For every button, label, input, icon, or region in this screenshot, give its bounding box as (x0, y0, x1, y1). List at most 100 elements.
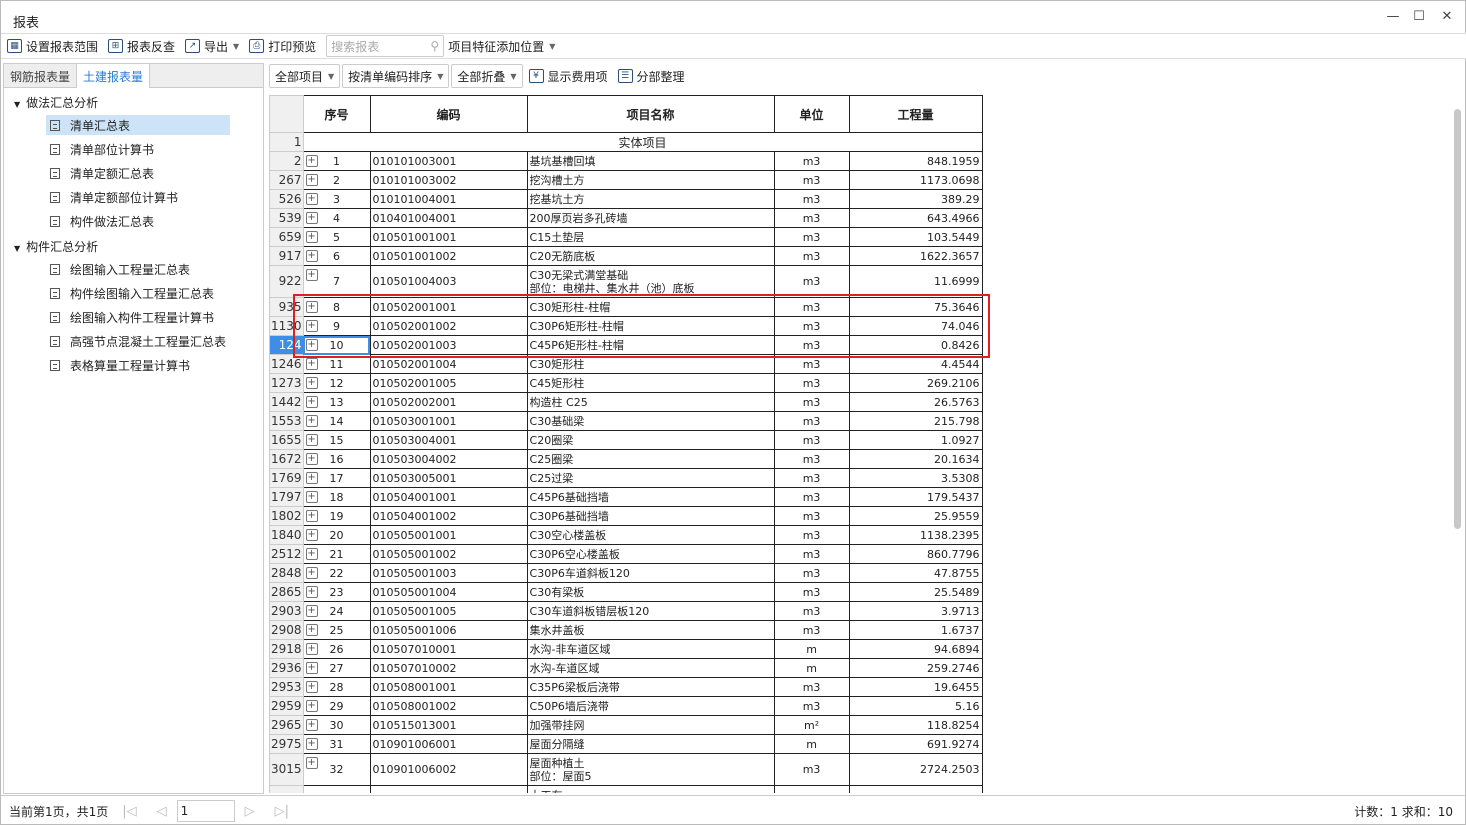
expand-plus-icon[interactable]: + (305, 250, 318, 262)
quantity-cell[interactable]: 1173.0698 (848, 170, 983, 190)
name-cell[interactable]: C30P6空心楼盖板 (526, 544, 775, 564)
code-cell[interactable]: 010901006001 (369, 734, 528, 754)
unit-cell[interactable]: m3 (773, 525, 850, 545)
expand-plus-icon[interactable]: + (305, 719, 318, 731)
table-row[interactable]: 2512 +21 010505001002 C30P6空心楼盖板 m3 860.… (269, 544, 983, 564)
tree-group[interactable]: ▼ 构件汇总分析 (14, 238, 98, 255)
scrollbar-thumb[interactable] (1454, 109, 1461, 529)
unit-cell[interactable]: m3 (773, 468, 850, 488)
expand-plus-icon[interactable]: + (305, 320, 318, 332)
code-cell[interactable]: 010508001001 (369, 677, 528, 697)
name-cell[interactable]: C20圈梁 (526, 430, 775, 450)
collapse-dropdown[interactable]: 全部折叠 ▼ (451, 64, 523, 88)
expand-plus-icon[interactable]: + (305, 491, 318, 503)
header-unit[interactable]: 单位 (773, 95, 850, 133)
name-cell[interactable]: C45矩形柱 (526, 373, 775, 393)
quantity-cell[interactable]: 47.8755 (848, 563, 983, 583)
tree-item[interactable]: 清单定额部位计算书 (46, 187, 230, 207)
name-cell[interactable]: C35P6梁板后浇带 (526, 677, 775, 697)
name-cell[interactable]: C30P6车道斜板120 (526, 563, 775, 583)
expand-plus-icon[interactable]: + (305, 700, 318, 712)
name-cell[interactable]: 集水井盖板 (526, 620, 775, 640)
table-row[interactable]: 526 +3 010101004001 挖基坑土方 m3 389.29 (269, 189, 983, 209)
name-cell[interactable]: 土工布 (526, 785, 775, 793)
table-row[interactable]: 267 +2 010101003002 挖沟槽土方 m3 1173.0698 (269, 170, 983, 190)
code-cell[interactable]: 010501001002 (369, 246, 528, 266)
name-cell[interactable]: C30有梁板 (526, 582, 775, 602)
name-cell[interactable]: C15土垫层 (526, 227, 775, 247)
name-cell[interactable]: C45P6基础挡墙 (526, 487, 775, 507)
seq-cell[interactable]: +15 (302, 430, 371, 450)
table-row[interactable]: 539 +4 010401004001 200厚页岩多孔砖墙 m3 643.49… (269, 208, 983, 228)
header-name[interactable]: 项目名称 (526, 95, 775, 133)
table-row[interactable]: 土工布 (269, 785, 983, 793)
minimize-icon[interactable]: — (1386, 9, 1400, 24)
section-row[interactable]: 1 实体项目 (269, 132, 983, 152)
quantity-cell[interactable]: 25.5489 (848, 582, 983, 602)
quantity-cell[interactable]: 691.9274 (848, 734, 983, 754)
expand-plus-icon[interactable]: + (305, 231, 318, 243)
table-row[interactable]: 917 +6 010501001002 C20无筋底板 m3 1622.3657 (269, 246, 983, 266)
unit-cell[interactable]: m3 (773, 753, 850, 786)
table-row[interactable]: 2 +1 010101003001 基坑基槽回填 m3 848.1959 (269, 151, 983, 171)
unit-cell[interactable]: m3 (773, 208, 850, 228)
seq-cell[interactable]: +26 (302, 639, 371, 659)
seq-cell[interactable]: +29 (302, 696, 371, 716)
seq-cell[interactable]: +13 (302, 392, 371, 412)
unit-cell[interactable]: m3 (773, 151, 850, 171)
code-cell[interactable]: 010502001003 (369, 335, 528, 355)
seq-cell[interactable]: +2 (302, 170, 371, 190)
expand-plus-icon[interactable]: + (305, 757, 318, 769)
expand-plus-icon[interactable]: + (305, 434, 318, 446)
unit-cell[interactable]: m3 (773, 170, 850, 190)
expand-plus-icon[interactable]: + (305, 301, 318, 313)
name-cell[interactable]: 加强带挂网 (526, 715, 775, 735)
code-cell[interactable]: 010501001001 (369, 227, 528, 247)
close-icon[interactable]: ✕ (1441, 9, 1453, 24)
unit-cell[interactable]: m² (773, 715, 850, 735)
seq-cell[interactable]: +5 (302, 227, 371, 247)
code-cell[interactable]: 010101003001 (369, 151, 528, 171)
unit-cell[interactable]: m3 (773, 449, 850, 469)
vertical-scrollbar[interactable] (1451, 95, 1465, 793)
prev-page-icon[interactable]: ◁ (156, 803, 167, 819)
expand-arrow-icon[interactable]: ▼ (14, 100, 21, 109)
quantity-cell[interactable]: 269.2106 (848, 373, 983, 393)
table-row[interactable]: 1655 +15 010503004001 C20圈梁 m3 1.0927 (269, 430, 983, 450)
name-cell[interactable]: 基坑基槽回填 (526, 151, 775, 171)
all-items-dropdown[interactable]: 全部项目 ▼ (269, 64, 341, 88)
expand-plus-icon[interactable]: + (305, 358, 318, 370)
seq-cell[interactable]: +19 (302, 506, 371, 526)
code-cell[interactable]: 010502001001 (369, 297, 528, 317)
reorganize-button[interactable]: ☰ 分部整理 (617, 68, 685, 85)
name-cell[interactable]: 水沟-车道区域 (526, 658, 775, 678)
expand-plus-icon[interactable]: + (305, 681, 318, 693)
name-cell[interactable]: 屋面种植土 部位：屋面5 (526, 753, 775, 786)
code-cell[interactable]: 010503005001 (369, 468, 528, 488)
code-cell[interactable]: 010515013001 (369, 715, 528, 735)
tab-rebar-report[interactable]: 钢筋报表量 (4, 64, 78, 87)
code-cell[interactable]: 010502001005 (369, 373, 528, 393)
code-cell[interactable]: 010101004001 (369, 189, 528, 209)
expand-plus-icon[interactable]: + (305, 548, 318, 560)
unit-cell[interactable]: m3 (773, 265, 850, 298)
expand-plus-icon[interactable]: + (305, 339, 318, 351)
table-row[interactable]: 2936 +27 010507010002 水沟-车道区域 m 259.2746 (269, 658, 983, 678)
name-cell[interactable]: 200厚页岩多孔砖墙 (526, 208, 775, 228)
code-cell[interactable]: 010503004002 (369, 449, 528, 469)
unit-cell[interactable]: m3 (773, 696, 850, 716)
expand-plus-icon[interactable]: + (305, 472, 318, 484)
seq-cell[interactable]: +21 (302, 544, 371, 564)
quantity-cell[interactable]: 118.8254 (848, 715, 983, 735)
quantity-cell[interactable]: 3.5308 (848, 468, 983, 488)
tree-item[interactable]: 表格算量工程量计算书 (46, 355, 230, 375)
seq-cell[interactable]: +16 (302, 449, 371, 469)
tree-group[interactable]: ▼ 做法汇总分析 (14, 94, 98, 111)
unit-cell[interactable]: m3 (773, 411, 850, 431)
quantity-cell[interactable]: 11.6999 (848, 265, 983, 298)
tree-item[interactable]: 清单汇总表 (46, 115, 230, 135)
table-row[interactable]: 935 +8 010502001001 C30矩形柱-柱帽 m3 75.3646 (269, 297, 983, 317)
unit-cell[interactable]: m3 (773, 601, 850, 621)
table-row[interactable]: 2975 +31 010901006001 屋面分隔缝 m 691.9274 (269, 734, 983, 754)
next-page-icon[interactable]: ▷ (244, 803, 255, 819)
